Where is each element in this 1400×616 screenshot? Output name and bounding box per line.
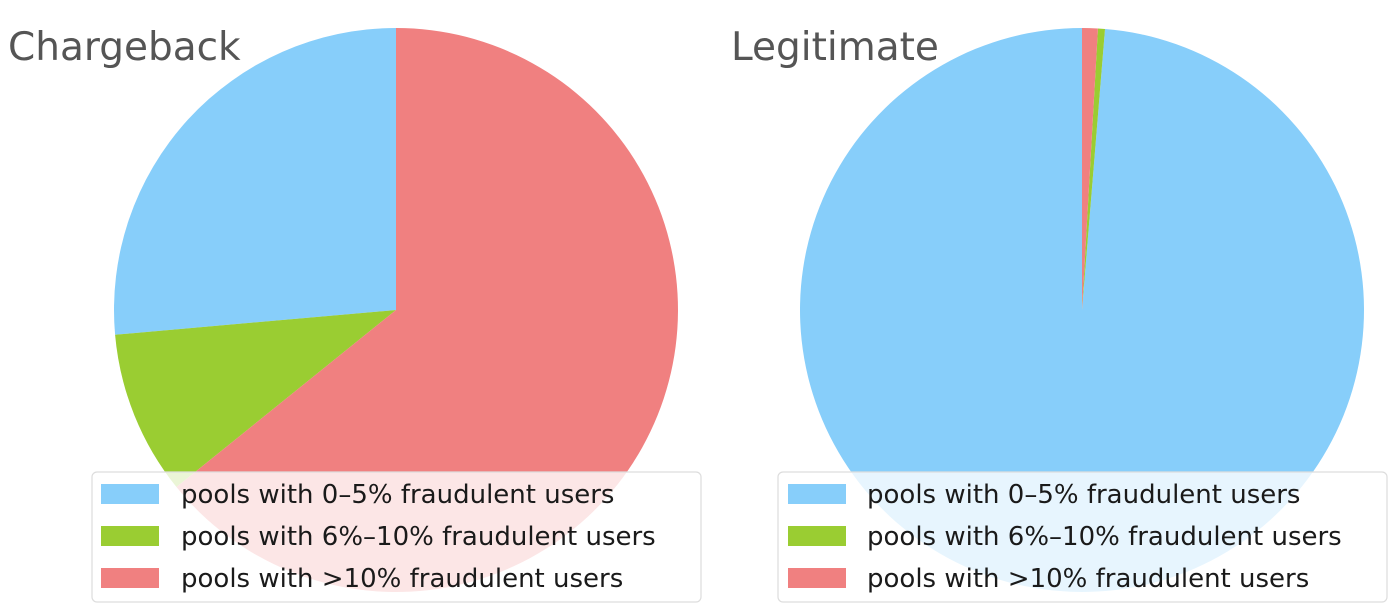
chargeback-slice-0-5: [114, 28, 396, 335]
chargeback-legend: pools with 0–5% fraudulent users pools w…: [91, 471, 702, 603]
chargeback-legend-swatch-6-10: [101, 526, 159, 546]
legitimate-legend: pools with 0–5% fraudulent users pools w…: [777, 471, 1388, 603]
chargeback-slice-gt-10: [176, 28, 678, 593]
legitimate-legend-swatch-6-10: [788, 526, 846, 546]
legitimate-pie-chart: Legitimate pools with 0–5% fraudulent us…: [731, 25, 1388, 603]
chargeback-legend-frame: [91, 471, 702, 603]
legitimate-slices: [800, 27, 1365, 592]
legitimate-slice-0-5: [800, 28, 1365, 592]
chargeback-chart-title: Chargeback: [8, 25, 241, 70]
chargeback-slice-6-10: [115, 310, 396, 488]
chargeback-slices: [114, 28, 678, 593]
legitimate-legend-label-6-10: pools with 6%–10% fraudulent users: [867, 522, 1342, 552]
legitimate-slice-6-10: [1082, 28, 1106, 310]
legitimate-chart-title: Legitimate: [731, 25, 939, 70]
chargeback-legend-swatch-gt-10: [101, 568, 159, 588]
chargeback-legend-label-6-10: pools with 6%–10% fraudulent users: [181, 522, 656, 552]
chargeback-legend-swatch-0-5: [101, 484, 159, 504]
legitimate-legend-label-gt-10: pools with >10% fraudulent users: [867, 564, 1309, 594]
legitimate-legend-swatch-0-5: [788, 484, 846, 504]
chargeback-legend-label-gt-10: pools with >10% fraudulent users: [181, 564, 623, 594]
legitimate-legend-frame: [777, 471, 1388, 603]
legitimate-legend-label-0-5: pools with 0–5% fraudulent users: [867, 480, 1300, 510]
chargeback-legend-label-0-5: pools with 0–5% fraudulent users: [181, 480, 614, 510]
chargeback-pie-chart: Chargeback pools with 0–5% fraudulent us…: [8, 25, 702, 603]
legitimate-slice-gt-10: [1082, 27, 1098, 310]
legitimate-legend-swatch-gt-10: [788, 568, 846, 588]
